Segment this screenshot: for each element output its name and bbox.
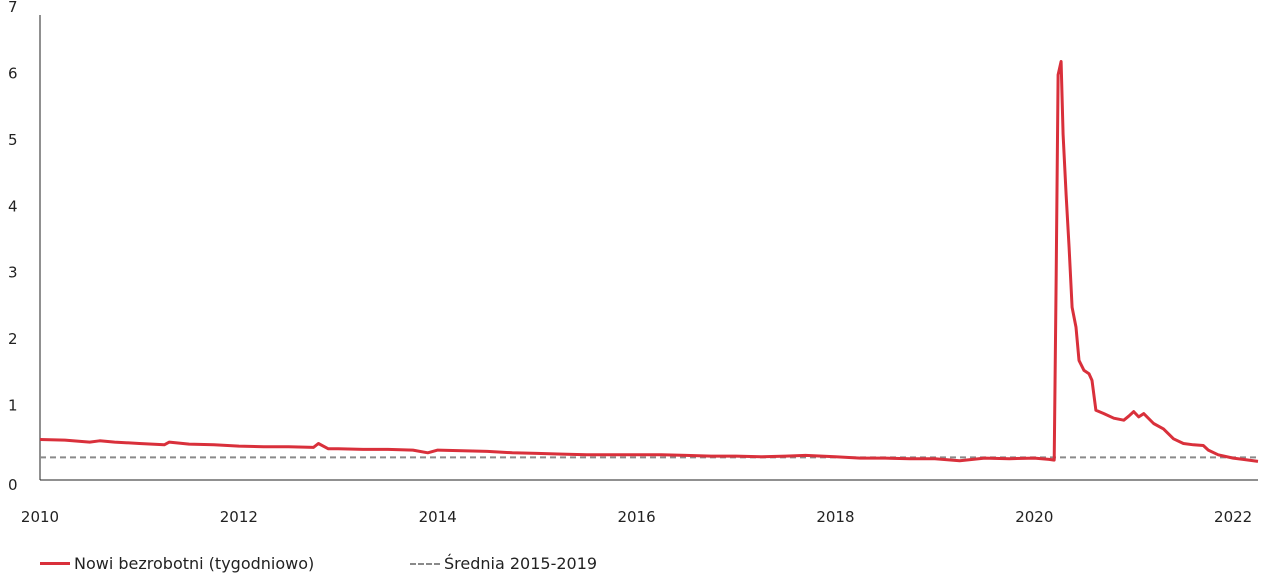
legend-swatch-dashed-line — [410, 562, 440, 565]
y-tick-label: 0 — [8, 476, 18, 494]
x-tick-label: 2010 — [21, 508, 59, 526]
y-tick-label: 4 — [8, 197, 18, 215]
y-tick-label: 6 — [8, 64, 18, 82]
y-tick-label: 5 — [8, 131, 18, 149]
legend-label-new-unemployed: Nowi bezrobotni (tygodniowo) — [74, 554, 315, 573]
legend-item-average: Średnia 2015-2019 — [410, 554, 597, 573]
legend-item-new-unemployed: Nowi bezrobotni (tygodniowo) — [40, 554, 314, 573]
series-line-new-unemployed — [39, 60, 1259, 463]
x-tick-label: 2014 — [419, 508, 457, 526]
legend-swatch-red-line — [40, 562, 70, 565]
y-tick-label: 3 — [8, 264, 18, 282]
x-tick-label: 2020 — [1015, 508, 1053, 526]
y-tick-label: 7 — [8, 0, 18, 16]
x-tick-label: 2022 — [1214, 508, 1252, 526]
x-axis-ticks: 2010 2012 2014 2016 2018 2020 2022 — [21, 508, 1252, 526]
legend-label-average: Średnia 2015-2019 — [444, 554, 598, 573]
series-layer — [39, 60, 1259, 463]
y-tick-label: 1 — [8, 397, 18, 415]
x-tick-label: 2018 — [816, 508, 854, 526]
y-axis-ticks: 0 1 2 3 4 5 6 7 — [8, 0, 18, 494]
x-tick-label: 2012 — [220, 508, 258, 526]
x-tick-label: 2016 — [617, 508, 655, 526]
y-tick-label: 2 — [8, 330, 18, 348]
